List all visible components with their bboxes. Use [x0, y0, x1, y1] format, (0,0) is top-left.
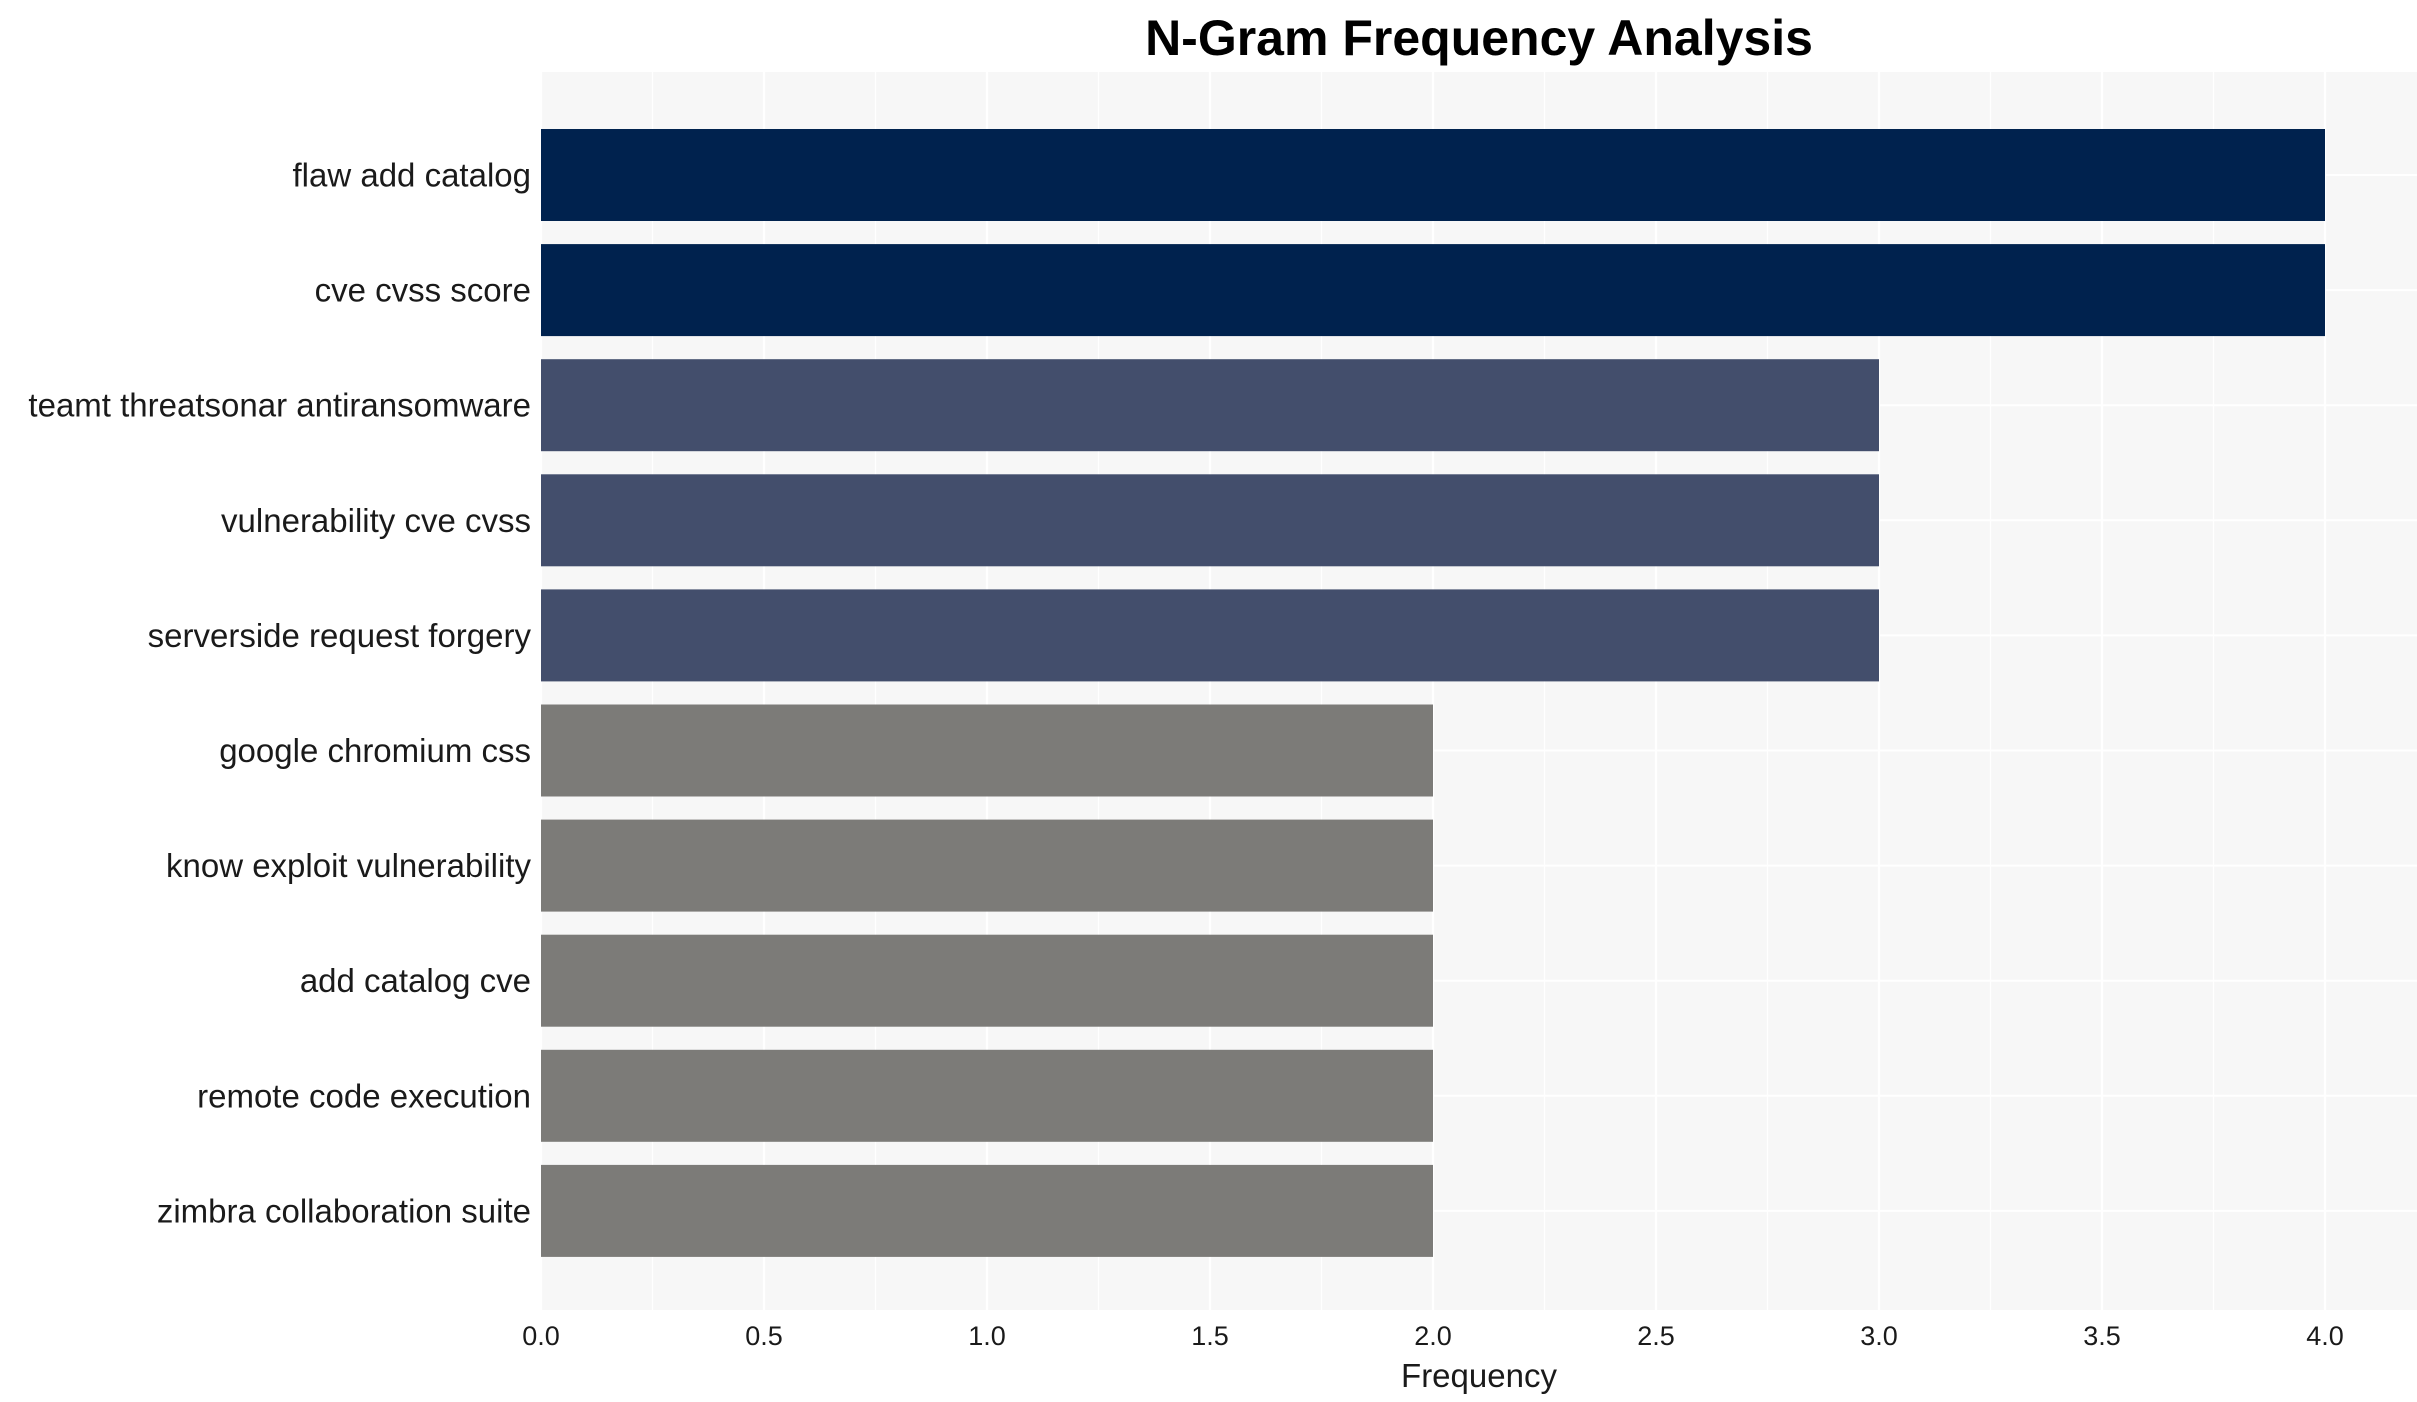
category-label: zimbra collaboration suite [157, 1192, 531, 1229]
bar-teamt-threatsonar-antiransomware [541, 359, 1879, 452]
x-tick-label: 3.5 [2083, 1321, 2121, 1351]
x-tick-label: 2.0 [1414, 1321, 1452, 1351]
bar-remote-code-execution [541, 1049, 1433, 1142]
bar-know-exploit-vulnerability [541, 819, 1433, 912]
chart-title: N-Gram Frequency Analysis [1145, 10, 1813, 66]
bar-flaw-add-catalog [541, 129, 2325, 221]
category-label: serverside request forgery [148, 617, 532, 654]
category-label: flaw add catalog [293, 157, 532, 194]
category-label: remote code execution [197, 1077, 531, 1114]
x-tick-label: 3.0 [1860, 1321, 1898, 1351]
x-tick-labels: 0.0 0.5 1.0 1.5 2.0 2.5 3.0 3.5 4.0 [522, 1321, 2344, 1351]
category-label: teamt threatsonar antiransomware [28, 387, 531, 424]
bar-vulnerability-cve-cvss [541, 474, 1879, 567]
category-label: vulnerability cve cvss [221, 502, 531, 539]
bar-add-catalog-cve [541, 934, 1433, 1027]
category-label: know exploit vulnerability [166, 847, 532, 884]
x-tick-label: 1.0 [968, 1321, 1006, 1351]
bar-zimbra-collaboration-suite [541, 1164, 1433, 1257]
x-tick-label: 0.5 [745, 1321, 783, 1351]
category-label: cve cvss score [315, 272, 531, 309]
x-tick-label: 2.5 [1637, 1321, 1675, 1351]
x-tick-label: 0.0 [522, 1321, 560, 1351]
category-label: google chromium css [219, 732, 531, 769]
bar-google-chromium-css [541, 704, 1433, 797]
bar-cve-cvss-score [541, 244, 2325, 337]
bar-serverside-request-forgery [541, 589, 1879, 682]
x-axis-label: Frequency [1401, 1357, 1557, 1394]
category-labels: flaw add catalog cve cvss score teamt thre… [28, 157, 531, 1230]
category-label: add catalog cve [300, 962, 531, 999]
bars [541, 129, 2325, 1257]
x-tick-label: 1.5 [1191, 1321, 1229, 1351]
x-tick-label: 4.0 [2306, 1321, 2344, 1351]
